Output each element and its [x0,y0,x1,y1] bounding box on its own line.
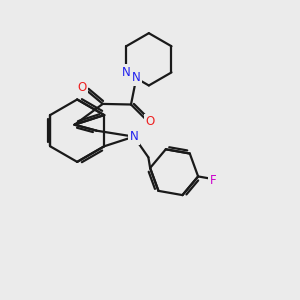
Text: O: O [77,81,87,94]
Text: F: F [209,174,216,187]
Text: N: N [132,71,141,84]
Text: N: N [122,66,130,79]
Text: N: N [130,130,138,143]
Text: O: O [146,115,154,128]
